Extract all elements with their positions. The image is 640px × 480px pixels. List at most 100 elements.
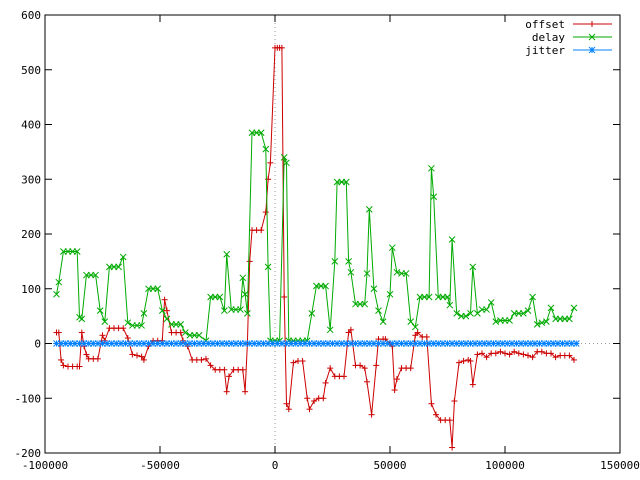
data-point-offset	[60, 362, 67, 369]
legend-label-delay: delay	[532, 31, 565, 44]
data-point-offset	[120, 325, 127, 332]
data-point-delay	[363, 270, 371, 277]
data-point-offset	[76, 363, 83, 370]
y-tick-label: -100	[15, 392, 42, 405]
data-point-offset	[414, 329, 421, 336]
data-point-offset	[341, 373, 347, 380]
data-point-delay	[322, 282, 329, 290]
data-point-offset	[364, 378, 370, 385]
y-tick-label: -200	[15, 447, 42, 460]
data-point-offset	[290, 359, 297, 366]
data-point-offset	[483, 354, 490, 361]
data-point-offset	[226, 373, 232, 380]
data-point-delay	[453, 310, 461, 317]
data-point-offset	[520, 351, 527, 358]
data-point-offset	[515, 350, 522, 357]
data-point-offset	[552, 354, 559, 361]
data-point-offset	[566, 352, 573, 359]
data-point-delay	[370, 285, 378, 293]
plot-frame	[44, 14, 621, 454]
data-point-offset	[548, 350, 554, 357]
data-point-offset	[299, 358, 306, 365]
data-point-delay	[237, 306, 244, 313]
series-delay	[53, 129, 578, 345]
zero-axes	[45, 15, 620, 453]
data-point-delay	[119, 253, 127, 261]
data-point-offset	[320, 395, 327, 402]
data-point-offset	[258, 227, 265, 234]
data-point-delay	[462, 312, 470, 320]
data-point-offset	[368, 411, 375, 418]
data-point-offset	[449, 444, 456, 451]
x-tick-label: -50000	[140, 459, 180, 472]
data-point-delay	[195, 331, 203, 339]
data-point-offset	[322, 379, 329, 386]
data-point-offset	[391, 387, 398, 394]
y-tick-label: 600	[21, 9, 41, 22]
data-point-delay	[448, 236, 456, 243]
data-point-offset	[428, 400, 435, 407]
data-point-delay	[444, 293, 451, 301]
data-point-offset	[306, 406, 313, 413]
data-point-offset	[347, 326, 354, 333]
data-point-delay	[547, 304, 555, 312]
data-point-delay	[411, 323, 419, 331]
data-point-offset	[124, 335, 131, 342]
data-point-delay	[543, 318, 550, 325]
data-point-delay	[467, 310, 474, 317]
data-point-offset	[161, 296, 168, 303]
y-tick-label: 300	[21, 173, 41, 186]
data-point-delay	[283, 159, 290, 167]
data-point-offset	[357, 362, 364, 369]
y-tick-label: 100	[21, 283, 41, 296]
data-point-offset	[94, 355, 101, 362]
data-point-offset	[129, 351, 136, 358]
data-point-offset	[281, 293, 288, 300]
data-point-delay	[53, 290, 60, 298]
data-point-delay	[326, 326, 334, 334]
data-point-delay	[407, 318, 415, 325]
data-point-offset	[283, 400, 290, 407]
data-point-offset	[469, 381, 476, 388]
data-point-offset	[242, 388, 249, 395]
data-point-delay	[570, 304, 578, 312]
data-point-delay	[388, 244, 396, 252]
x-tick-label: -100000	[22, 459, 68, 472]
data-point-offset	[506, 351, 513, 358]
y-tick-label: 200	[21, 228, 41, 241]
data-point-offset	[433, 411, 439, 418]
data-point-delay	[101, 318, 109, 325]
series-line-offset	[56, 47, 575, 448]
data-point-delay	[402, 270, 410, 277]
data-point-offset	[78, 329, 85, 336]
data-point-offset	[99, 332, 106, 339]
data-point-offset	[407, 365, 414, 372]
data-point-delay	[386, 290, 394, 298]
data-point-delay	[140, 310, 148, 317]
data-point-delay	[474, 310, 481, 317]
data-point-offset	[393, 376, 400, 383]
data-point-delay	[262, 145, 270, 153]
data-point-delay	[375, 307, 382, 315]
data-point-delay	[78, 315, 86, 323]
data-point-offset	[83, 351, 90, 358]
data-point-offset	[304, 395, 311, 402]
data-point-delay	[257, 129, 265, 137]
data-point-offset	[446, 417, 453, 424]
data-point-offset	[55, 329, 62, 336]
data-point-offset	[223, 388, 230, 395]
series-jitter	[53, 340, 580, 347]
data-point-offset	[311, 397, 318, 404]
data-point-delay	[379, 318, 387, 325]
data-point-delay	[483, 306, 490, 313]
data-point-offset	[138, 353, 145, 360]
data-point-offset	[373, 362, 380, 369]
data-point-delay	[177, 320, 185, 328]
data-point-delay	[241, 290, 249, 298]
data-point-offset	[285, 406, 292, 413]
data-point-offset	[267, 159, 274, 166]
data-point-offset	[460, 358, 467, 365]
data-point-offset	[262, 209, 269, 216]
legend-label-jitter: jitter	[525, 44, 565, 57]
